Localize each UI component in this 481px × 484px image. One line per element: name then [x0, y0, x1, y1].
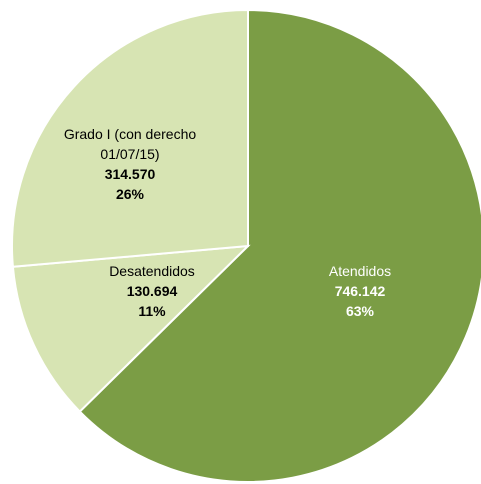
- slice-1-percent-label: 11%: [138, 303, 166, 319]
- slice-1-value-label: 130.694: [127, 283, 178, 299]
- slice-1-name-label: Desatendidos: [109, 263, 195, 279]
- slice-2-name-label: Grado I (con derecho: [64, 126, 197, 142]
- slice-2-name-label: 01/07/15): [100, 146, 159, 162]
- pie-slice-0: [78, 8, 481, 483]
- pie-slice-2: [11, 8, 249, 268]
- pie-labels: Atendidos 746.142 63% Desatendidos 130.694 11…: [64, 126, 391, 319]
- slice-0-value-label: 746.142: [335, 283, 386, 299]
- slice-0-percent-label: 63%: [346, 303, 375, 319]
- slice-2-value-label: 314.570: [105, 166, 156, 182]
- slice-0-name-label: Atendidos: [329, 263, 391, 279]
- pie-slice-1: [11, 244, 251, 413]
- slice-2-percent-label: 26%: [116, 186, 145, 202]
- pie-slices: [11, 8, 481, 483]
